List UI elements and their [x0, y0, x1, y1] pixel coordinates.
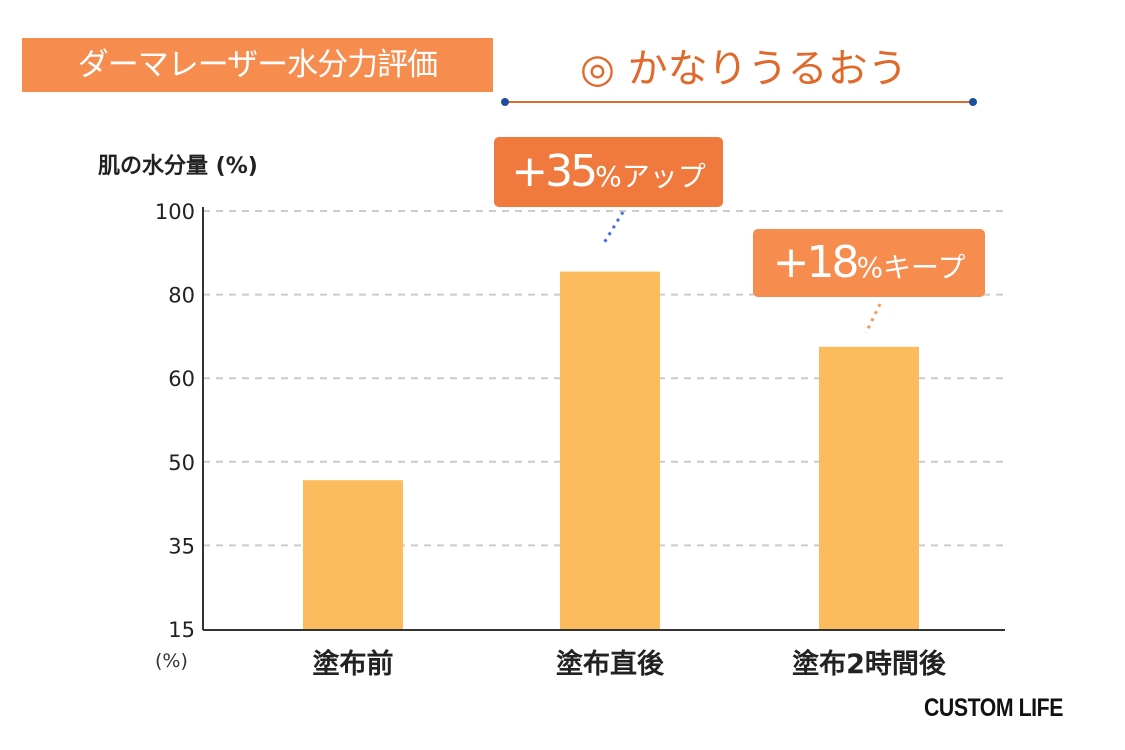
rating-underline [505, 101, 973, 103]
callout-value: +18 [772, 237, 860, 288]
y-unit-label: (%) [155, 650, 188, 672]
y-tick-label: 60 [168, 367, 195, 391]
callout-increase: +35%アップ [494, 137, 723, 207]
underline-dot-left [501, 98, 509, 106]
y-tick-label: 50 [168, 451, 195, 475]
rating-label: かなりうるおう [627, 46, 908, 92]
bar [303, 480, 403, 629]
callout-suffix: %アップ [595, 160, 706, 193]
underline-dot-right [969, 98, 977, 106]
y-tick-label: 35 [168, 534, 195, 558]
rating-text: ◎ かなりうるおう [580, 36, 908, 94]
y-tick-label: 80 [168, 284, 195, 308]
y-axis-label: 肌の水分量 (%) [98, 154, 258, 179]
x-category-label: 塗布直後 [556, 648, 665, 680]
callout-value: +35 [511, 146, 598, 197]
y-tick-label: 15 [168, 618, 195, 642]
chart-title-box: ダーマレーザー水分力評価 [22, 38, 493, 92]
x-category-label: 塗布2時間後 [792, 648, 947, 680]
brand-logo: CUSTOM LIFE [924, 694, 1063, 722]
double-circle-icon: ◎ [580, 46, 615, 92]
bar [560, 271, 660, 629]
y-tick-label: 100 [155, 200, 195, 224]
callout-suffix: %キープ [856, 251, 966, 284]
bar [819, 346, 919, 629]
callout-connector [864, 303, 882, 334]
x-category-label: 塗布前 [313, 648, 394, 680]
callout-keep: +18%キープ [753, 229, 985, 297]
callout-connector [602, 211, 625, 244]
